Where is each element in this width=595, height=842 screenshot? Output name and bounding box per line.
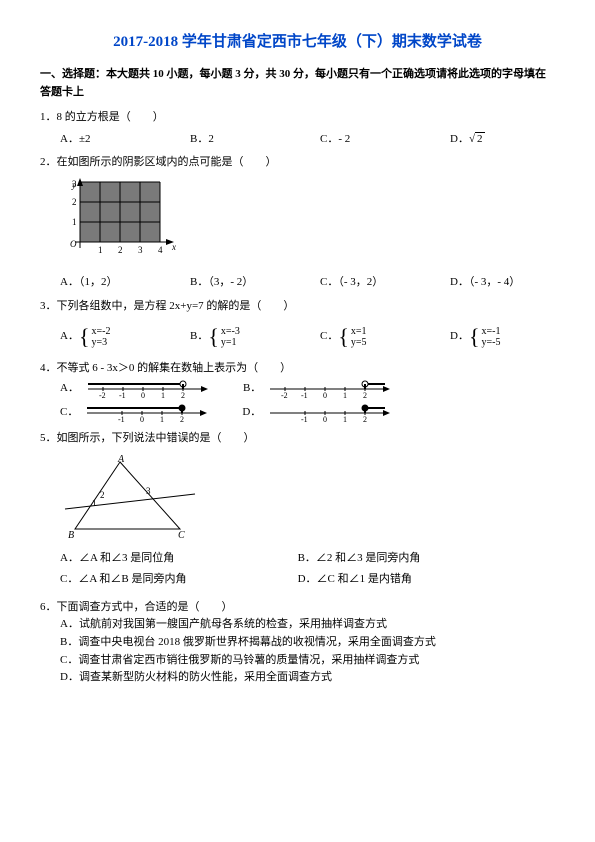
svg-text:0: 0 bbox=[141, 391, 145, 400]
q3-opt-d: D．{x=-1y=-5 bbox=[450, 319, 540, 354]
svg-text:-2: -2 bbox=[99, 391, 106, 400]
svg-text:2: 2 bbox=[363, 391, 367, 400]
svg-text:3: 3 bbox=[72, 179, 77, 189]
q5-triangle-figure: A B C 1 2 3 bbox=[60, 454, 555, 544]
q3-opt-c: C．{x=1y=5 bbox=[320, 319, 410, 354]
svg-text:0: 0 bbox=[323, 391, 327, 400]
q2-grid-figure: y x O 12 3 3 12 34 bbox=[60, 178, 555, 268]
q1-opt-c: C．- 2 bbox=[320, 131, 410, 149]
svg-text:2: 2 bbox=[72, 197, 77, 207]
svg-text:0: 0 bbox=[323, 415, 327, 424]
svg-text:1: 1 bbox=[343, 415, 347, 424]
svg-text:4: 4 bbox=[158, 245, 163, 255]
q4-opt-d: D． -1012 bbox=[242, 402, 395, 424]
question-2: 2．在如图所示的阴影区域内的点可能是（ ） y x O 12 3 3 12 34… bbox=[40, 154, 555, 291]
svg-text:2: 2 bbox=[180, 415, 184, 424]
q3-opt-a: A．{x=-2y=3 bbox=[60, 319, 150, 354]
svg-text:0: 0 bbox=[140, 415, 144, 424]
q5-opt-b: B．∠2 和∠3 是同旁内角 bbox=[298, 550, 536, 568]
q5-opt-a: A．∠A 和∠3 是同位角 bbox=[60, 550, 298, 568]
q4-opt-b: B． -2-1012 bbox=[243, 378, 395, 400]
svg-text:-2: -2 bbox=[281, 391, 288, 400]
svg-text:A: A bbox=[117, 454, 125, 465]
svg-text:-1: -1 bbox=[119, 391, 126, 400]
svg-text:1: 1 bbox=[343, 391, 347, 400]
q2-opt-b: B．（3，- 2） bbox=[190, 274, 280, 292]
q3-stem: 3．下列各组数中，是方程 2x+y=7 的解的是（ ） bbox=[40, 298, 555, 316]
question-4: 4．不等式 6 - 3x＞0 的解集在数轴上表示为（ ） A． -2-1012 … bbox=[40, 360, 555, 424]
q6-opt-b: B．调查中央电视台 2018 俄罗斯世界杯揭幕战的收视情况，采用全面调查方式 bbox=[60, 634, 555, 652]
svg-text:-1: -1 bbox=[118, 415, 125, 424]
svg-text:1: 1 bbox=[160, 415, 164, 424]
q1-stem: 1．8 的立方根是（ ） bbox=[40, 109, 555, 127]
q2-opt-a: A．（1，2） bbox=[60, 274, 150, 292]
svg-text:C: C bbox=[178, 530, 185, 541]
q2-stem: 2．在如图所示的阴影区域内的点可能是（ ） bbox=[40, 154, 555, 172]
svg-text:1: 1 bbox=[92, 498, 97, 508]
question-1: 1．8 的立方根是（ ） A．±2 B．2 C．- 2 D．√2 bbox=[40, 109, 555, 148]
svg-text:-1: -1 bbox=[301, 391, 308, 400]
svg-text:1: 1 bbox=[98, 245, 103, 255]
q6-stem: 6．下面调查方式中，合适的是（ ） bbox=[40, 599, 555, 617]
q5-stem: 5．如图所示，下列说法中错误的是（ ） bbox=[40, 430, 555, 448]
svg-text:1: 1 bbox=[72, 217, 77, 227]
q4-opt-c: C． -1012 bbox=[60, 402, 212, 424]
svg-text:3: 3 bbox=[138, 245, 143, 255]
q4-stem: 4．不等式 6 - 3x＞0 的解集在数轴上表示为（ ） bbox=[40, 360, 555, 378]
q5-opt-c: C．∠A 和∠B 是同旁内角 bbox=[60, 571, 298, 589]
q6-opt-c: C．调查甘肃省定西市销往俄罗斯的马铃薯的质量情况，采用抽样调查方式 bbox=[60, 652, 555, 670]
q1-opt-b: B．2 bbox=[190, 131, 280, 149]
question-6: 6．下面调查方式中，合适的是（ ） A．试航前对我国第一艘国产航母各系统的检查，… bbox=[40, 599, 555, 687]
section-header: 一、选择题：本大题共 10 小题，每小题 3 分，共 30 分，每小题只有一个正… bbox=[40, 66, 555, 101]
exam-title: 2017-2018 学年甘肃省定西市七年级（下）期末数学试卷 bbox=[40, 30, 555, 54]
svg-text:-1: -1 bbox=[301, 415, 308, 424]
svg-text:B: B bbox=[68, 530, 74, 541]
q6-opt-d: D．调查某新型防火材料的防火性能，采用全面调查方式 bbox=[60, 669, 555, 687]
q2-opt-c: C．（- 3，2） bbox=[320, 274, 410, 292]
svg-text:1: 1 bbox=[161, 391, 165, 400]
svg-text:3: 3 bbox=[146, 486, 151, 496]
question-5: 5．如图所示，下列说法中错误的是（ ） A B C 1 2 3 A．∠A 和∠3… bbox=[40, 430, 555, 593]
svg-text:O: O bbox=[70, 239, 77, 249]
q3-opt-b: B．{x=-3y=1 bbox=[190, 319, 280, 354]
svg-text:2: 2 bbox=[181, 391, 185, 400]
q4-opt-a: A． -2-1012 bbox=[60, 378, 213, 400]
q2-opt-d: D．（- 3，- 4） bbox=[450, 274, 540, 292]
svg-text:2: 2 bbox=[100, 490, 105, 500]
svg-text:2: 2 bbox=[118, 245, 123, 255]
svg-text:2: 2 bbox=[363, 415, 367, 424]
q1-opt-a: A．±2 bbox=[60, 131, 150, 149]
q6-opt-a: A．试航前对我国第一艘国产航母各系统的检查，采用抽样调查方式 bbox=[60, 616, 555, 634]
q1-opt-d: D．√2 bbox=[450, 131, 540, 149]
svg-text:x: x bbox=[171, 242, 176, 252]
question-3: 3．下列各组数中，是方程 2x+y=7 的解的是（ ） A．{x=-2y=3 B… bbox=[40, 298, 555, 355]
q5-opt-d: D．∠C 和∠1 是内错角 bbox=[298, 571, 536, 589]
